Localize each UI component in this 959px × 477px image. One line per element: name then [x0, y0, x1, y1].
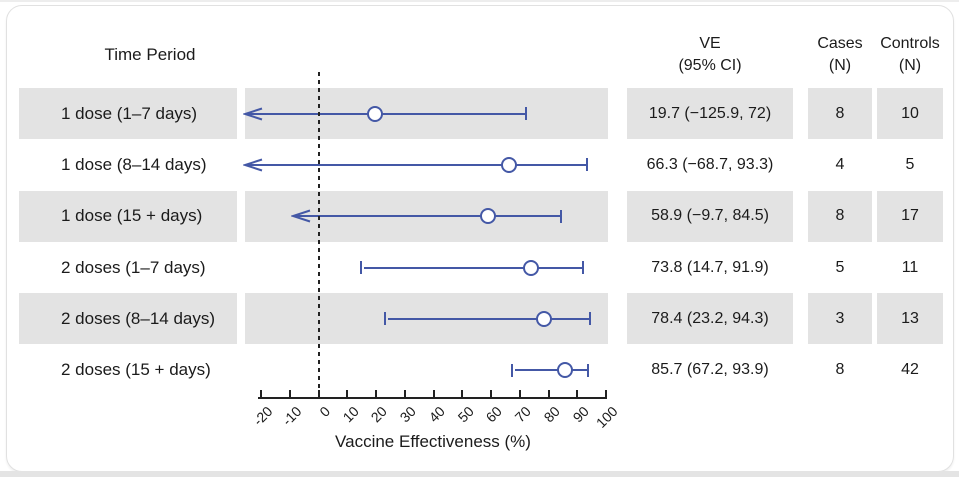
ci-upper-cap	[581, 261, 584, 275]
ve-ci-value: 73.8 (14.7, 91.9)	[651, 258, 769, 276]
ci-left-arrow-icon	[242, 107, 263, 121]
row-label: 2 doses (15 + days)	[61, 360, 211, 380]
row-shading-band	[19, 293, 237, 345]
zero-reference-line	[317, 72, 320, 397]
ve-ci-value: 19.7 (−125.9, 72)	[648, 104, 772, 122]
controls-value: 42	[901, 361, 919, 379]
x-axis-line	[258, 397, 607, 399]
point-estimate-marker	[479, 208, 496, 225]
controls-value: 11	[901, 258, 919, 276]
point-estimate-marker	[556, 362, 573, 379]
row-label: 1 dose (1–7 days)	[61, 103, 198, 123]
column-header-time-period: Time Period	[104, 45, 196, 64]
row-shading-band	[808, 293, 872, 345]
x-axis-tick	[403, 390, 406, 397]
controls-value: 13	[901, 309, 919, 327]
row-shading-band	[627, 88, 793, 140]
row-label: 1 dose (15 + days)	[61, 206, 203, 226]
cases-value: 3	[835, 309, 845, 327]
x-axis-tick	[260, 390, 262, 397]
row-shading-band	[877, 293, 943, 345]
x-axis-tick	[288, 390, 291, 397]
row-label: 2 doses (1–7 days)	[61, 257, 206, 277]
row-shading-band	[877, 190, 943, 242]
ci-lower-cap	[359, 261, 362, 275]
point-estimate-marker	[535, 310, 552, 327]
confidence-interval-line	[388, 317, 590, 320]
page-bottom-edge	[0, 471, 959, 477]
controls-value: 10	[901, 104, 919, 122]
x-axis-tick	[518, 390, 521, 397]
controls-value: 17	[901, 207, 919, 225]
column-header-cases-line1: Cases	[817, 35, 863, 52]
row-shading-band	[627, 190, 793, 242]
row-shading-band	[19, 88, 237, 140]
page-top-edge	[0, 0, 959, 2]
cases-value: 8	[835, 104, 845, 122]
ci-upper-cap	[587, 363, 590, 377]
column-header-controls-line2: (N)	[898, 57, 922, 74]
column-header-ve-line1: VE	[699, 35, 721, 52]
row-shading-band	[808, 190, 872, 242]
ci-left-arrow-icon	[290, 209, 310, 223]
x-axis-tick	[375, 390, 377, 397]
confidence-interval-line	[363, 266, 583, 269]
x-axis-tick	[317, 390, 320, 397]
column-header-controls-line1: Controls	[880, 35, 940, 52]
confidence-interval-line	[514, 369, 589, 372]
ci-upper-cap	[585, 158, 588, 172]
cases-value: 5	[835, 258, 845, 276]
column-header-cases-line2: (N)	[828, 57, 852, 74]
confidence-interval-line	[245, 112, 526, 115]
x-axis-tick	[547, 390, 550, 397]
confidence-interval-line	[245, 163, 587, 166]
x-axis-tick	[346, 390, 349, 397]
row-shading-band	[808, 88, 872, 140]
controls-value: 5	[905, 155, 915, 173]
ci-left-arrow-icon	[242, 158, 263, 172]
row-shading-band	[877, 88, 943, 140]
point-estimate-marker	[522, 259, 539, 276]
row-shading-band	[19, 190, 237, 242]
x-axis-tick	[576, 390, 579, 397]
column-header-ve-line2: (95% CI)	[678, 57, 742, 74]
ve-ci-value: 85.7 (67.2, 93.9)	[651, 361, 769, 379]
x-axis-tick	[461, 390, 464, 397]
column-header-cases: Cases (N)	[808, 33, 872, 77]
ci-lower-cap	[384, 312, 387, 326]
ci-upper-cap	[588, 312, 591, 326]
ve-ci-value: 78.4 (23.2, 94.3)	[651, 309, 769, 327]
row-shading-band	[627, 293, 793, 345]
column-header-ve: VE (95% CI)	[627, 33, 793, 77]
row-label: 2 doses (8–14 days)	[61, 308, 216, 328]
confidence-interval-line	[293, 215, 562, 218]
x-axis-title: Vaccine Effectiveness (%)	[335, 432, 531, 451]
ci-upper-cap	[524, 107, 527, 121]
x-axis-tick	[432, 390, 435, 397]
ci-lower-cap	[510, 363, 513, 377]
x-axis-tick	[605, 390, 607, 397]
column-header-controls: Controls (N)	[877, 33, 943, 77]
row-label: 1 dose (8–14 days)	[61, 154, 207, 174]
cases-value: 4	[835, 155, 845, 173]
point-estimate-marker	[501, 156, 518, 173]
cases-value: 8	[835, 361, 845, 379]
point-estimate-marker	[367, 105, 384, 122]
ve-ci-value: 66.3 (−68.7, 93.3)	[646, 155, 774, 173]
x-axis-tick	[490, 390, 492, 397]
cases-value: 8	[835, 207, 845, 225]
ve-ci-value: 58.9 (−9.7, 84.5)	[651, 207, 769, 225]
ci-upper-cap	[560, 209, 563, 223]
